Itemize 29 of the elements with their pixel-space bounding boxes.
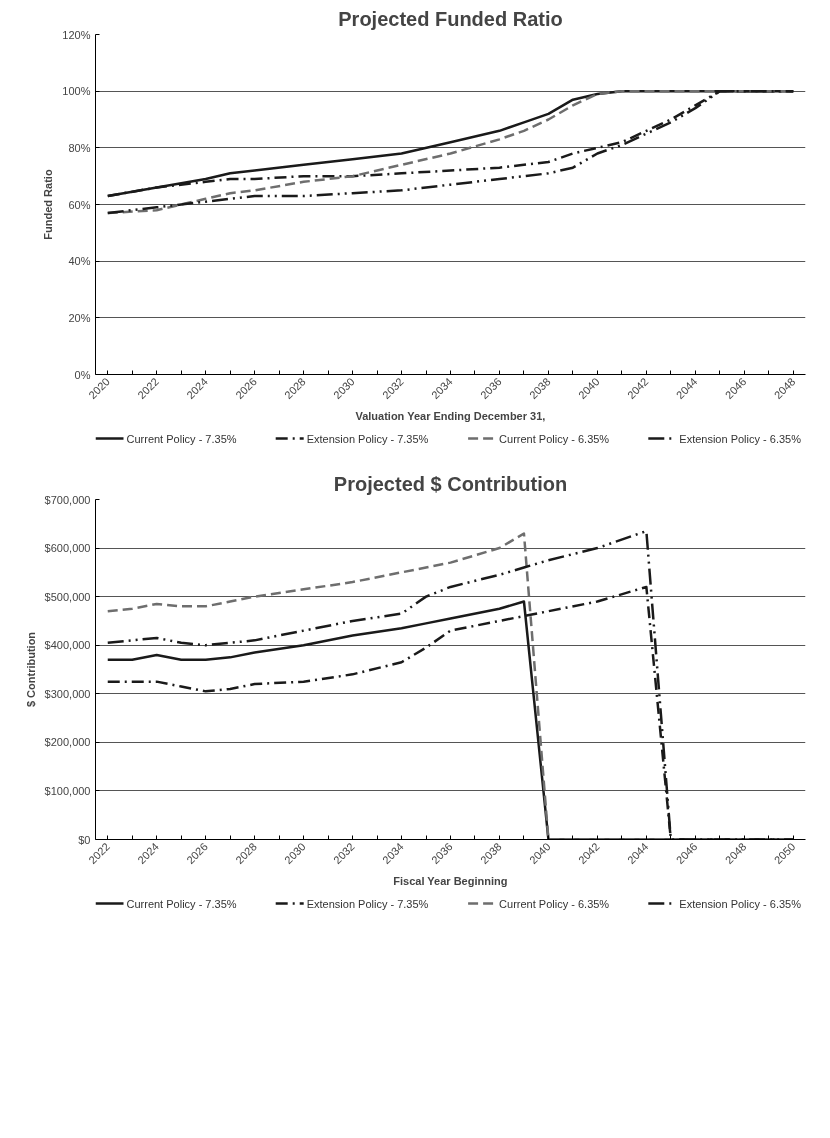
y-tick-label: 120% bbox=[62, 28, 91, 41]
legend-label: Extension Policy - 6.35% bbox=[679, 897, 802, 910]
y-tick-label: 80% bbox=[68, 141, 91, 154]
chart-title: Projected $ Contribution bbox=[333, 472, 568, 495]
y-tick-label: 40% bbox=[68, 255, 91, 268]
legend-label: Extension Policy - 7.35% bbox=[306, 432, 429, 445]
y-tick-label: 0% bbox=[74, 368, 91, 381]
x-axis-title: Fiscal Year Beginning bbox=[393, 875, 508, 888]
legend-label: Extension Policy - 7.35% bbox=[306, 897, 429, 910]
legend-label: Extension Policy - 6.35% bbox=[679, 432, 802, 445]
x-axis-title: Valuation Year Ending December 31, bbox=[355, 410, 546, 423]
y-tick-label: $300,000 bbox=[44, 687, 91, 700]
y-axis-title: $ Contribution bbox=[24, 631, 37, 708]
legend-label: Current Policy - 7.35% bbox=[126, 432, 237, 445]
y-tick-label: $200,000 bbox=[44, 736, 91, 749]
legend-label: Current Policy - 6.35% bbox=[499, 432, 610, 445]
legend-label: Current Policy - 7.35% bbox=[126, 897, 237, 910]
y-tick-label: 60% bbox=[68, 198, 91, 211]
y-axis-title: Funded Ratio bbox=[42, 169, 55, 240]
y-tick-label: $500,000 bbox=[44, 590, 91, 603]
y-tick-label: 20% bbox=[68, 311, 91, 324]
y-tick-label: $100,000 bbox=[44, 784, 91, 797]
y-tick-label: 100% bbox=[62, 85, 91, 98]
y-tick-label: $700,000 bbox=[44, 493, 91, 506]
y-tick-label: $400,000 bbox=[44, 639, 91, 652]
y-tick-label: $0 bbox=[78, 833, 91, 846]
chart-title: Projected Funded Ratio bbox=[338, 7, 563, 30]
legend-label: Current Policy - 6.35% bbox=[499, 897, 610, 910]
y-tick-label: $600,000 bbox=[44, 542, 91, 555]
